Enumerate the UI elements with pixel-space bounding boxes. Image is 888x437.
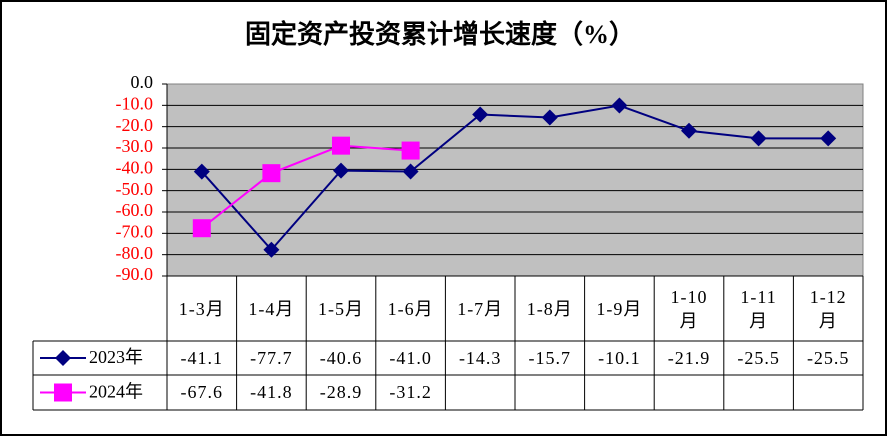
x-category-label: 1-4月 bbox=[248, 298, 295, 319]
y-tick-label: -80.0 bbox=[116, 243, 154, 263]
legend-label: 2023年 bbox=[89, 347, 143, 367]
data-point bbox=[193, 163, 210, 180]
data-point bbox=[262, 164, 281, 183]
legend-label: 2024年 bbox=[89, 382, 143, 402]
y-tick-label: -20.0 bbox=[116, 115, 154, 135]
table-value: -25.5 bbox=[737, 347, 780, 368]
table-value: -25.5 bbox=[806, 347, 850, 368]
table-value: -21.9 bbox=[667, 347, 711, 368]
table-value: -15.7 bbox=[528, 347, 572, 368]
data-point bbox=[820, 130, 837, 147]
data-point bbox=[402, 163, 419, 180]
table-value: -41.0 bbox=[389, 347, 432, 368]
data-point bbox=[541, 109, 558, 126]
series-line bbox=[201, 104, 829, 252]
data-point bbox=[401, 141, 420, 160]
y-tick-label: -60.0 bbox=[116, 200, 154, 220]
x-category-label: 1-12月 bbox=[809, 286, 847, 331]
data-point bbox=[472, 106, 489, 123]
data-point bbox=[750, 130, 767, 147]
table-value: -41.8 bbox=[250, 382, 293, 402]
legend-marker bbox=[54, 383, 72, 402]
x-category-label: 1-10月 bbox=[670, 286, 708, 331]
x-category-label: 1-6月 bbox=[387, 298, 434, 319]
table-value: -10.1 bbox=[598, 347, 641, 368]
data-point bbox=[192, 219, 211, 238]
y-tick-label: -10.0 bbox=[116, 93, 154, 113]
table-value: -31.2 bbox=[389, 382, 432, 402]
y-tick-label: -40.0 bbox=[116, 157, 154, 177]
table-value: -77.7 bbox=[250, 347, 293, 368]
x-category-label: 1-7月 bbox=[457, 298, 504, 319]
data-point bbox=[681, 122, 697, 139]
data-point bbox=[263, 241, 280, 258]
y-tick-label: -90.0 bbox=[116, 264, 154, 284]
y-tick-label: -30.0 bbox=[116, 136, 154, 156]
table-value: -41.1 bbox=[180, 347, 224, 368]
x-category-label: 1-5月 bbox=[317, 298, 364, 319]
table-value: -14.3 bbox=[458, 347, 502, 368]
x-category-label: 1-11月 bbox=[740, 286, 777, 331]
data-point bbox=[332, 136, 350, 155]
chart-title: 固定资产投资累计增长速度（%） bbox=[245, 19, 635, 49]
x-category-label: 1-3月 bbox=[178, 298, 225, 319]
table-value: -67.6 bbox=[180, 382, 224, 402]
series-line bbox=[201, 144, 411, 229]
data-point bbox=[611, 97, 628, 114]
legend-marker bbox=[55, 350, 71, 366]
x-category-label: 1-8月 bbox=[526, 298, 573, 319]
table-value: -40.6 bbox=[319, 347, 363, 368]
y-tick-label: -70.0 bbox=[116, 221, 154, 241]
data-point bbox=[333, 162, 349, 179]
table-value: -28.9 bbox=[319, 382, 363, 402]
y-tick-label: 0.0 bbox=[131, 72, 154, 92]
y-tick-label: -50.0 bbox=[116, 179, 154, 199]
x-category-label: 1-9月 bbox=[596, 298, 643, 319]
